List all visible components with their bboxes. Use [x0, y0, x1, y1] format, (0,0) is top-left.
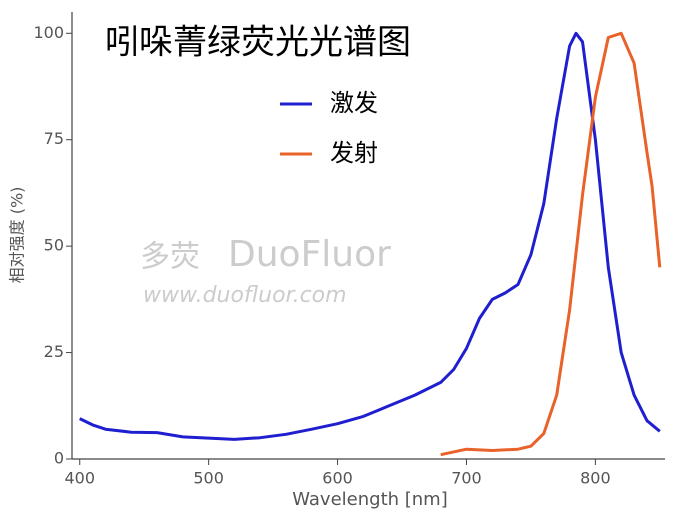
- x-tick-label: 600: [322, 469, 353, 488]
- watermark-url: www.duofluor.com: [143, 283, 347, 308]
- x-tick-label: 800: [580, 469, 611, 488]
- legend-label: 发射: [330, 139, 378, 167]
- y-tick-label: 25: [44, 342, 64, 361]
- watermark-logo: 多荧: [140, 240, 200, 275]
- y-axis-label: 相对强度 (%): [8, 187, 27, 284]
- x-axis-label: Wavelength [nm]: [292, 489, 448, 510]
- series-line: [79, 31, 661, 441]
- y-tick-label: 100: [33, 23, 64, 42]
- x-tick-label: 400: [64, 469, 95, 488]
- y-tick-label: 0: [54, 449, 64, 468]
- y-tick-label: 50: [44, 236, 64, 255]
- x-tick-label: 700: [451, 469, 482, 488]
- x-tick-label: 500: [193, 469, 224, 488]
- series-line: [440, 31, 662, 457]
- y-tick-label: 75: [44, 129, 64, 148]
- chart-title: 吲哚菁绿荧光光谱图: [105, 23, 411, 63]
- watermark-brand: DuoFluor: [228, 234, 391, 275]
- legend-label: 激发: [330, 89, 378, 117]
